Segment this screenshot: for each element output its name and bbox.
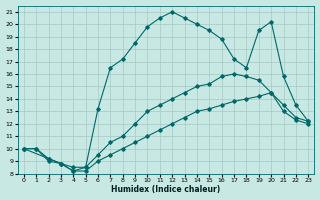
X-axis label: Humidex (Indice chaleur): Humidex (Indice chaleur) — [111, 185, 221, 194]
